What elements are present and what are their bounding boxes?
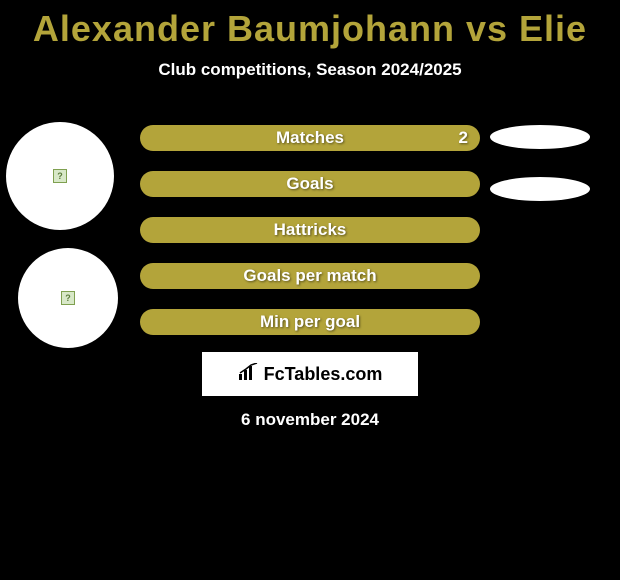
page-subtitle: Club competitions, Season 2024/2025 bbox=[0, 60, 620, 80]
side-pill bbox=[490, 177, 590, 201]
side-pill bbox=[490, 125, 590, 149]
stat-bar-label: Min per goal bbox=[260, 312, 360, 332]
stat-bar-label: Matches bbox=[276, 128, 344, 148]
date-label: 6 november 2024 bbox=[0, 410, 620, 430]
player-2-avatar: ? bbox=[18, 248, 118, 348]
stat-bar-label: Goals per match bbox=[243, 266, 376, 286]
source-logo: FcTables.com bbox=[202, 352, 418, 396]
stat-bar-label: Hattricks bbox=[274, 220, 347, 240]
stat-bar-label: Goals bbox=[286, 174, 333, 194]
stat-bar-min-per-goal: Min per goal bbox=[140, 309, 480, 335]
stat-bar-goals-per-match: Goals per match bbox=[140, 263, 480, 289]
page-title: Alexander Baumjohann vs Elie bbox=[0, 0, 620, 50]
side-pill-column bbox=[490, 125, 590, 229]
stat-bar-goals: Goals bbox=[140, 171, 480, 197]
logo-text: FcTables.com bbox=[264, 364, 383, 385]
stat-bar-value: 2 bbox=[459, 128, 468, 148]
player-1-avatar: ? bbox=[6, 122, 114, 230]
chart-icon bbox=[238, 363, 260, 386]
stat-bar-hattricks: Hattricks bbox=[140, 217, 480, 243]
stat-bars: Matches 2 Goals Hattricks Goals per matc… bbox=[140, 125, 480, 355]
placeholder-image-icon: ? bbox=[61, 291, 75, 305]
avatar-column: ? ? bbox=[6, 122, 118, 348]
stat-bar-matches: Matches 2 bbox=[140, 125, 480, 151]
placeholder-image-icon: ? bbox=[53, 169, 67, 183]
